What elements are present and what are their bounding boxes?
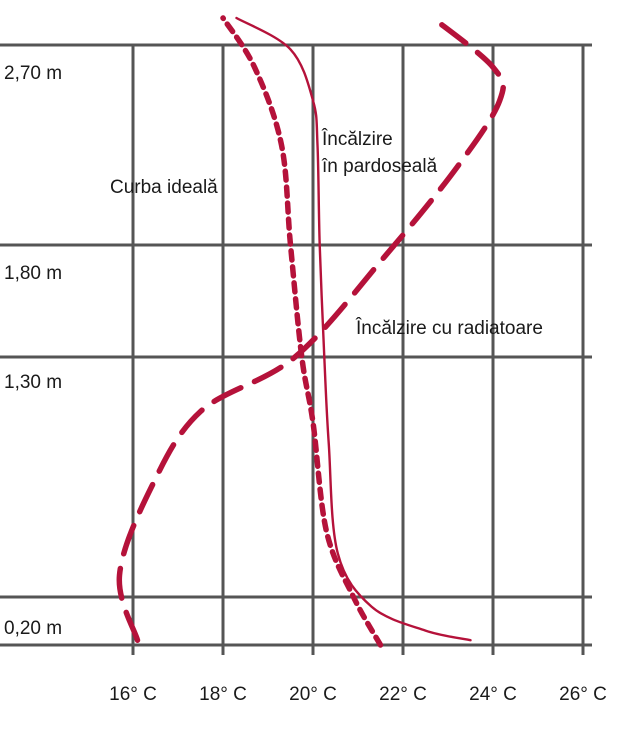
x-tick-label: 20° C bbox=[289, 684, 337, 705]
grid bbox=[0, 43, 592, 655]
annotation-ideal: Curba ideală bbox=[110, 177, 218, 198]
annotation-radiator: Încălzire cu radiatoare bbox=[355, 317, 543, 339]
y-tick-label: 1,30 m bbox=[4, 372, 62, 393]
curves bbox=[116, 12, 507, 648]
x-tick-label: 26° C bbox=[559, 684, 607, 705]
y-tick-label: 0,20 m bbox=[4, 618, 62, 639]
y-tick-label: 2,70 m bbox=[4, 63, 62, 84]
annotations: Curba ideală Încălzire în pardoseală Încălz… bbox=[110, 128, 543, 339]
x-tick-label: 22° C bbox=[379, 684, 427, 705]
radiator-heating-curve bbox=[116, 12, 507, 643]
y-tick-labels: 0,20 m 1,30 m 1,80 m 2,70 m bbox=[4, 63, 62, 639]
x-tick-label: 16° C bbox=[109, 684, 157, 705]
floor-heating-curve bbox=[235, 16, 472, 642]
annotation-floor: Încălzire bbox=[321, 128, 393, 150]
x-tick-label: 24° C bbox=[469, 684, 517, 705]
y-tick-label: 1,80 m bbox=[4, 263, 62, 284]
x-tick-label: 18° C bbox=[199, 684, 247, 705]
x-tick-labels: 16° C 18° C 20° C 22° C 24° C 26° C bbox=[109, 684, 607, 705]
annotation-floor: în pardoseală bbox=[321, 156, 438, 177]
